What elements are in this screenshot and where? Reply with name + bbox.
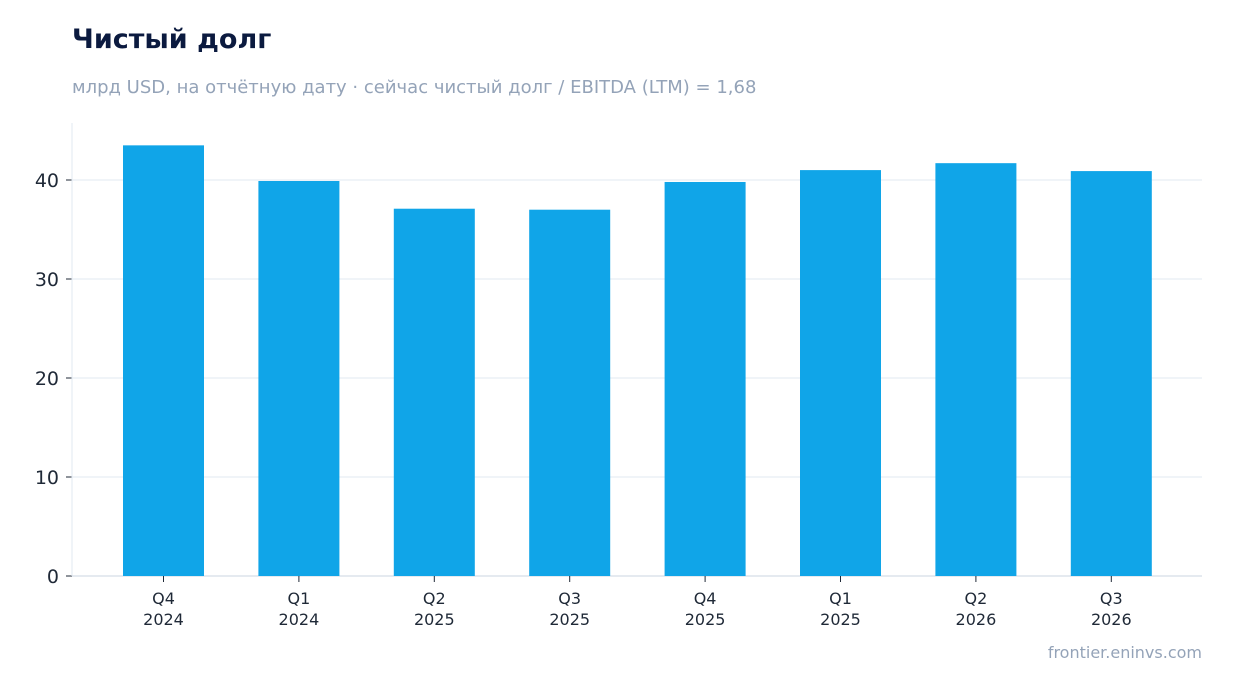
chart-subtitle: млрд USD, на отчётную дату · сейчас чист… [72,77,757,98]
bar [258,180,340,577]
x-tick-label-year: 2026 [1091,610,1132,629]
bar [935,163,1017,577]
x-tick-label-year: 2025 [414,610,455,629]
source-link[interactable]: frontier.eninvs.com [1047,643,1202,662]
x-tick-label-year: 2025 [685,610,726,629]
chart-title: Чистый долг [72,24,272,55]
x-tick-label-year: 2026 [956,610,997,629]
grid-lines [72,179,1202,478]
x-tick-label-quarter: Q2 [423,589,446,608]
y-tick-label: 40 [35,170,59,192]
x-tick-label-year: 2024 [143,610,184,629]
axes [66,123,1202,582]
y-tick-label: 0 [47,566,59,588]
x-tick-label-quarter: Q4 [694,589,717,608]
x-tick-label-year: 2024 [279,610,320,629]
x-tick-label-year: 2025 [549,610,590,629]
x-tick-label-year: 2025 [820,610,861,629]
y-tick-label: 20 [35,368,59,390]
x-tick-label-quarter: Q2 [965,589,988,608]
bar [664,181,746,577]
x-tick-label-quarter: Q1 [829,589,852,608]
x-tick-label-quarter: Q3 [1100,589,1123,608]
bar [1070,171,1152,576]
bars [123,145,1152,577]
bar [123,145,204,576]
bar [393,208,475,576]
y-tick-label: 10 [35,467,59,489]
tick-labels: 0 10 20 30 40 Q4 2024 Q1 2024 Q2 2025 Q3 2025 Q4 2025 Q… [35,170,1132,629]
x-tick-label-quarter: Q3 [558,589,581,608]
x-tick-label-quarter: Q4 [152,589,175,608]
bar [800,170,881,576]
y-tick-label: 30 [35,269,59,291]
bar [529,209,611,576]
x-tick-label-quarter: Q1 [288,589,311,608]
